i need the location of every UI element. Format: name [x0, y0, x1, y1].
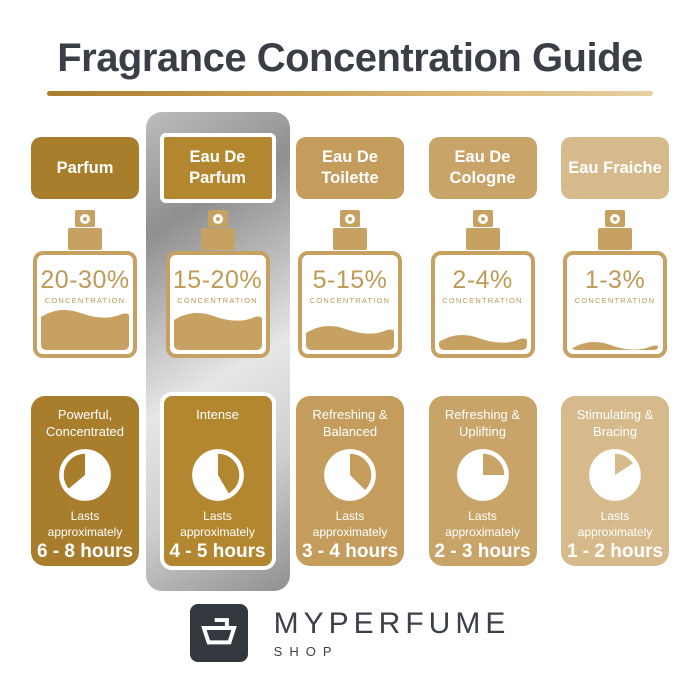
column-parfum: Parfum 20-30% CONCENTRATION Powerful, Co… [31, 137, 139, 570]
bottle-body: 5-15% CONCENTRATION [298, 251, 402, 358]
concentration-value: 15-20% [172, 266, 263, 294]
banner-eau-de-toilette: Eau De Toilette [296, 137, 404, 199]
column-eau-fraiche: Eau Fraiche 1-3% CONCENTRATION Stimulati… [561, 137, 669, 570]
spray-nozzle-icon [207, 210, 228, 227]
brand-subtitle: SHOP [273, 644, 339, 659]
liquid-solid [173, 321, 262, 350]
duration-value: 6 - 8 hours [36, 541, 134, 563]
spray-nozzle-icon [75, 210, 95, 227]
character-text: Stimulating & Bracing [576, 407, 654, 439]
liquid-wave-icon [173, 313, 262, 323]
perfume-bottle-icon: 15-20% CONCENTRATION [165, 210, 270, 358]
duration-value: 1 - 2 hours [566, 541, 664, 563]
page-title: Fragrance Concentration Guide [57, 36, 643, 80]
bottle-neck [465, 228, 500, 250]
shop-logo-icon [189, 604, 248, 662]
info-card-parfum: Powerful, Concentrated Lasts approximate… [31, 396, 139, 566]
liquid-wave-icon [571, 342, 659, 350]
brand-name: MYPERFUME [273, 607, 511, 640]
concentration-label: CONCENTRATION [309, 296, 391, 305]
info-card-eau-de-cologne: Refreshing & Uplifting Lasts approximate… [428, 396, 537, 566]
concentration-label: CONCENTRATION [574, 296, 656, 305]
bottle-body: 15-20% CONCENTRATION [165, 251, 270, 358]
clock-icon [589, 449, 641, 501]
character-text: Powerful, Concentrated [45, 407, 125, 439]
bottle-body: 20-30% CONCENTRATION [33, 251, 137, 358]
liquid-wave-icon [41, 310, 129, 320]
clock-icon [59, 449, 111, 501]
bottle-body: 1-3% CONCENTRATION [563, 251, 667, 358]
concentration-label: CONCENTRATION [177, 296, 258, 305]
character-text: Refreshing & Uplifting [444, 407, 521, 439]
character-text: Intense [196, 407, 239, 422]
liquid-fill [41, 308, 129, 350]
info-card-eau-de-toilette: Refreshing & Balanced Lasts approximatel… [296, 396, 404, 566]
clock-icon [324, 449, 376, 501]
lasts-label: Lasts approximately [445, 509, 520, 539]
nozzle-dot [80, 213, 90, 224]
lasts-label: Lasts approximately [312, 509, 388, 539]
info-card-eau-de-parfum: Intense Lasts approximately 4 - 5 hours [159, 392, 276, 570]
concentration-value: 20-30% [40, 266, 130, 294]
bottle-neck [333, 228, 367, 250]
perfume-bottle-icon: 2-4% CONCENTRATION [430, 210, 535, 358]
brand-text-block: MYPERFUME SHOP [274, 607, 511, 659]
character-text: Refreshing & Balanced [312, 407, 388, 439]
brand-footer: MYPERFUME SHOP [0, 604, 700, 662]
liquid-solid [438, 343, 527, 350]
spray-nozzle-icon [340, 210, 360, 227]
liquid-solid [306, 334, 394, 350]
concentration-value: 2-4% [452, 266, 513, 294]
liquid-fill [571, 340, 659, 350]
nozzle-dot [610, 213, 620, 224]
nozzle-dot [477, 213, 488, 224]
info-card-eau-fraiche: Stimulating & Bracing Lasts approximatel… [561, 396, 669, 566]
perfume-bottle-logo-glyph [200, 618, 237, 645]
lasts-label: Lasts approximately [577, 509, 653, 539]
title-underline-decoration [47, 91, 653, 96]
nozzle-dot [345, 213, 355, 224]
duration-value: 4 - 5 hours [169, 541, 266, 563]
liquid-wave-icon [438, 335, 527, 345]
columns-row: Parfum 20-30% CONCENTRATION Powerful, Co… [31, 133, 669, 570]
perfume-bottle-icon: 20-30% CONCENTRATION [33, 210, 137, 358]
duration-value: 2 - 3 hours [434, 541, 531, 563]
liquid-fill [438, 333, 527, 350]
column-eau-de-toilette: Eau De Toilette 5-15% CONCENTRATION Refr… [296, 137, 404, 570]
perfume-bottle-icon: 1-3% CONCENTRATION [563, 210, 667, 358]
liquid-solid [41, 318, 129, 350]
concentration-label: CONCENTRATION [442, 296, 523, 305]
bottle-body: 2-4% CONCENTRATION [430, 251, 535, 358]
perfume-bottle-icon: 5-15% CONCENTRATION [298, 210, 402, 358]
concentration-value: 5-15% [312, 266, 388, 294]
banner-eau-de-parfum: Eau De Parfum [159, 133, 276, 203]
lasts-label: Lasts approximately [47, 509, 123, 539]
column-eau-de-cologne: Eau De Cologne 2-4% CONCENTRATION Refres… [428, 137, 537, 570]
bottle-neck [598, 228, 632, 250]
liquid-fill [173, 311, 262, 350]
banner-parfum: Parfum [31, 137, 139, 199]
liquid-fill [306, 324, 394, 350]
banner-eau-fraiche: Eau Fraiche [561, 137, 669, 199]
spray-nozzle-icon [605, 210, 625, 227]
concentration-value: 1-3% [584, 266, 646, 294]
clock-icon [456, 449, 509, 501]
duration-value: 3 - 4 hours [301, 541, 399, 563]
lasts-label: Lasts approximately [180, 509, 255, 539]
bottle-neck [68, 228, 102, 250]
bottle-neck [200, 228, 235, 250]
spray-nozzle-icon [472, 210, 493, 227]
nozzle-dot [212, 213, 223, 224]
column-eau-de-parfum: Eau De Parfum 15-20% CONCENTRATION Inten… [159, 133, 276, 570]
liquid-wave-icon [306, 326, 394, 336]
banner-eau-de-cologne: Eau De Cologne [428, 137, 537, 199]
clock-icon [191, 449, 244, 501]
concentration-label: CONCENTRATION [44, 296, 126, 305]
